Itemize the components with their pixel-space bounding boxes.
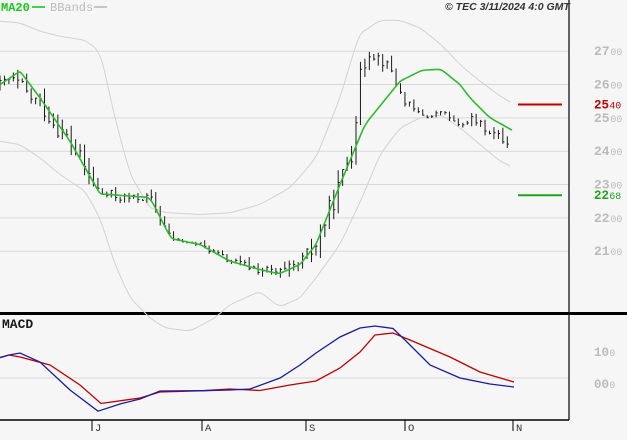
svg-text:68: 68 <box>609 192 621 203</box>
svg-text:MACD: MACD <box>2 317 33 332</box>
svg-text:BBands: BBands <box>50 1 93 15</box>
svg-text:© TEC 3/11/2024 4:0 GMT: © TEC 3/11/2024 4:0 GMT <box>445 1 571 13</box>
svg-text:21: 21 <box>594 244 610 259</box>
svg-text:00: 00 <box>594 378 609 392</box>
svg-text:00: 00 <box>610 148 622 159</box>
svg-text:00: 00 <box>610 182 622 193</box>
svg-text:26: 26 <box>594 78 610 93</box>
svg-text:22: 22 <box>594 211 610 226</box>
svg-text:N: N <box>516 423 522 435</box>
svg-text:S: S <box>309 423 315 435</box>
svg-text:00: 00 <box>610 48 622 59</box>
svg-text:00: 00 <box>610 82 622 93</box>
svg-text:00: 00 <box>610 248 622 259</box>
svg-text:00: 00 <box>610 115 622 126</box>
svg-text:0: 0 <box>609 349 615 360</box>
svg-text:25: 25 <box>594 99 609 113</box>
svg-text:22: 22 <box>594 189 609 203</box>
svg-text:40: 40 <box>609 102 621 113</box>
svg-text:24: 24 <box>594 144 610 159</box>
svg-text:25: 25 <box>594 111 610 126</box>
svg-text:J: J <box>95 423 101 435</box>
svg-text:MA20: MA20 <box>1 1 30 15</box>
svg-text:A: A <box>205 423 212 435</box>
svg-text:00: 00 <box>610 215 622 226</box>
svg-text:10: 10 <box>594 346 609 360</box>
svg-text:0: 0 <box>609 381 615 392</box>
svg-text:O: O <box>408 423 414 435</box>
svg-text:27: 27 <box>594 44 610 59</box>
